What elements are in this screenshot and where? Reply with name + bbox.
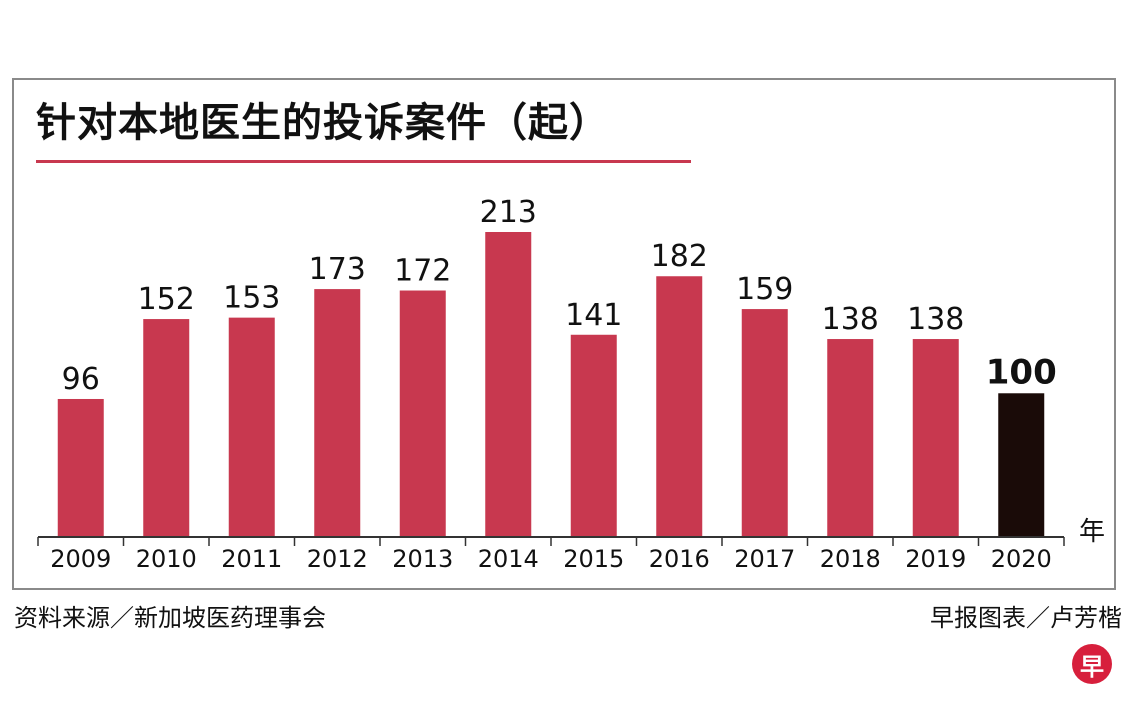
tick-label-2014: 2014 <box>478 545 539 573</box>
tick-label-2018: 2018 <box>820 545 881 573</box>
bar-2009 <box>57 398 104 536</box>
bar-2011 <box>228 317 275 536</box>
value-label-2010: 152 <box>138 282 195 317</box>
value-label-2013: 172 <box>394 254 451 289</box>
value-label-2011: 153 <box>223 281 280 316</box>
tick-label-2010: 2010 <box>136 545 197 573</box>
tick-label-2019: 2019 <box>905 545 966 573</box>
bar-chart: 96 2009 152 2010 153 2011 173 2012 172 2013 213 201… <box>37 195 1105 573</box>
chart-frame: 针对本地医生的投诉案件（起） <box>12 78 1116 590</box>
tick-label-2017: 2017 <box>734 545 795 573</box>
bar-2013 <box>399 290 446 536</box>
bar-2018 <box>827 339 874 536</box>
bar-2020 <box>998 393 1045 536</box>
graphic-credit: 早报图表／卢芳楷 <box>930 604 1122 632</box>
tick-label-2020: 2020 <box>991 545 1052 573</box>
bar-2010 <box>143 319 190 536</box>
bar-2019 <box>912 339 959 536</box>
value-label-2020: 100 <box>986 352 1057 392</box>
value-label-2009: 96 <box>62 362 100 397</box>
x-axis-label: 年 <box>1079 517 1105 547</box>
title-underline <box>36 160 691 163</box>
bar-2017 <box>741 309 788 536</box>
value-label-2015: 141 <box>565 298 622 333</box>
zaobao-logo: 早 <box>1072 644 1112 684</box>
tick-label-2015: 2015 <box>563 545 624 573</box>
tick-label-2011: 2011 <box>221 545 282 573</box>
tick-label-2016: 2016 <box>649 545 710 573</box>
tick-label-2012: 2012 <box>307 545 368 573</box>
value-label-2019: 138 <box>907 302 964 337</box>
value-label-2017: 159 <box>736 272 793 307</box>
bar-2016 <box>656 276 703 536</box>
bar-2014 <box>485 232 532 536</box>
tick-label-2009: 2009 <box>50 545 111 573</box>
source-note: 资料来源／新加坡医药理事会 <box>14 604 326 632</box>
bar-2015 <box>570 334 617 536</box>
bar-2012 <box>314 289 361 536</box>
value-label-2012: 173 <box>309 252 366 287</box>
value-label-2018: 138 <box>822 302 879 337</box>
value-label-2014: 213 <box>480 195 537 230</box>
value-label-2016: 182 <box>651 239 708 274</box>
chart-title: 针对本地医生的投诉案件（起） <box>36 100 610 146</box>
tick-label-2013: 2013 <box>392 545 453 573</box>
